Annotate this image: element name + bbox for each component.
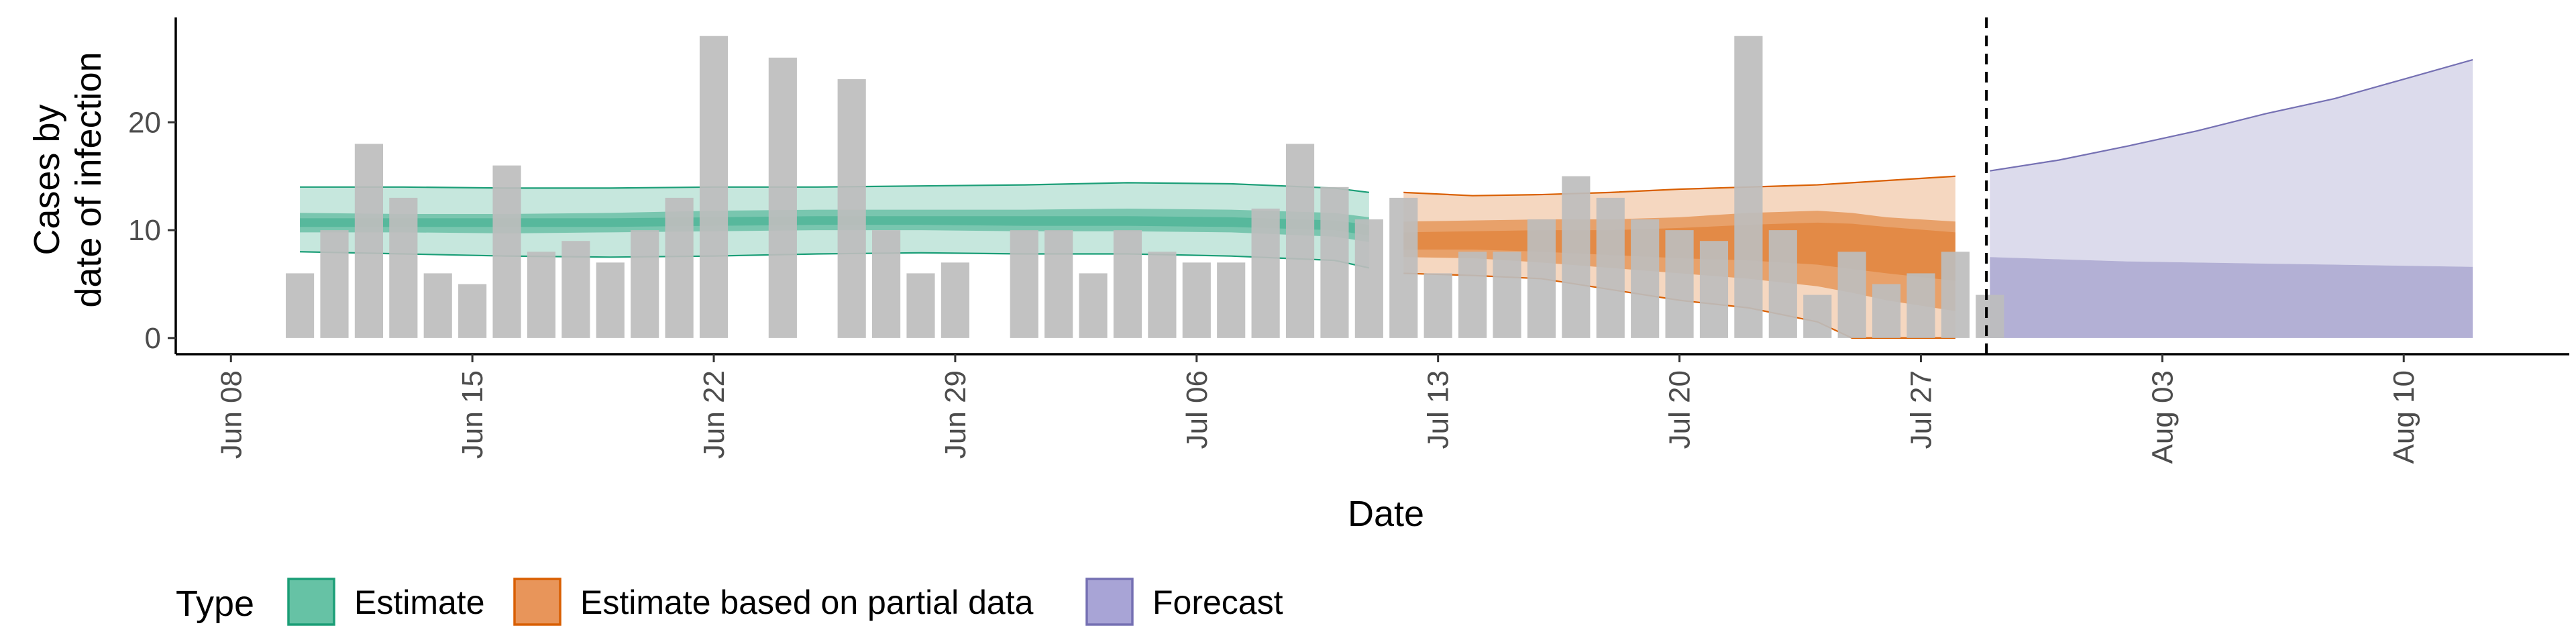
- x-tick-label: Jul 20: [1664, 370, 1697, 449]
- estimate-upper-line: [300, 182, 1369, 193]
- case-bar: [1251, 208, 1280, 338]
- case-bar: [1596, 197, 1625, 338]
- case-bar: [631, 230, 659, 338]
- forecast-band-lower: [1990, 257, 2473, 338]
- case-bar: [1768, 230, 1797, 338]
- y-tick-label: 20: [128, 106, 161, 139]
- legend: Type Estimate Estimate based on partial da…: [176, 578, 1283, 626]
- case-bar: [1631, 219, 1660, 338]
- case-bar: [837, 79, 866, 338]
- case-bar: [1493, 252, 1521, 338]
- case-bar: [492, 165, 521, 338]
- case-bar: [941, 262, 969, 338]
- case-bar: [561, 241, 590, 338]
- x-tick-label: Jun 29: [939, 370, 972, 459]
- case-bar: [1079, 273, 1108, 338]
- x-tick-label: Jul 27: [1904, 370, 1937, 449]
- case-bar: [1837, 252, 1866, 338]
- forecast-band-90: [1990, 60, 2473, 267]
- case-bar: [1320, 186, 1349, 338]
- y-tick-label: 0: [145, 322, 161, 355]
- case-bar: [1113, 230, 1142, 338]
- case-bar: [872, 230, 901, 338]
- x-tick-label: Jun 08: [215, 370, 248, 459]
- legend-label-forecast: Forecast: [1152, 584, 1283, 621]
- case-bar: [1976, 294, 2004, 338]
- case-bar: [1354, 219, 1383, 338]
- x-tick-label: Jul 13: [1422, 370, 1455, 449]
- case-bar: [1527, 219, 1556, 338]
- axes-layer: 0 10 20 Jun 08 Jun 15 Jun 22 Jun 29 Jul 06 Jul 1…: [27, 17, 2569, 534]
- case-bar: [1010, 230, 1038, 338]
- x-tick-label: Jun 15: [456, 370, 489, 459]
- estimate-band-50: [300, 208, 1369, 242]
- case-bar: [1217, 262, 1246, 338]
- case-bar: [1285, 144, 1315, 338]
- forecast-upper-line: [1990, 59, 2473, 172]
- observed-cases-bars-layer: [286, 36, 2004, 338]
- case-bar: [665, 197, 694, 338]
- legend-title: Type: [176, 584, 254, 624]
- case-bar: [320, 230, 349, 338]
- case-bar: [1182, 262, 1211, 338]
- case-bar: [1872, 284, 1901, 338]
- case-bar: [389, 197, 418, 338]
- x-tick-label: Aug 10: [2387, 370, 2420, 464]
- x-tick-label: Jun 22: [698, 370, 731, 459]
- case-bar: [1562, 176, 1591, 338]
- y-tick-label: 10: [128, 214, 161, 247]
- case-bar: [1665, 230, 1694, 338]
- case-bar: [1803, 294, 1832, 338]
- estimate-band-20: [300, 216, 1369, 236]
- legend-label-estimate-based-on-partial-data: Estimate based on partial data: [580, 584, 1034, 621]
- case-bar: [768, 57, 797, 338]
- case-bar: [354, 144, 383, 338]
- x-tick-label: Aug 03: [2146, 370, 2179, 464]
- case-bar: [1044, 230, 1073, 338]
- case-bar: [1907, 273, 1935, 338]
- case-bar: [1389, 197, 1418, 338]
- legend-label-estimate: Estimate: [354, 584, 485, 621]
- case-bar: [1424, 273, 1452, 338]
- case-bar: [699, 36, 729, 338]
- estimate-based-on-partial-data-upper-line: [1403, 175, 1955, 197]
- case-bar: [1941, 252, 1970, 338]
- case-bar: [596, 262, 625, 338]
- legend-key-estimate-based-on-partial-data: [513, 578, 561, 626]
- x-tick-label: Jul 06: [1181, 370, 1214, 449]
- x-axis-title: Date: [1348, 494, 1424, 534]
- case-bar: [423, 273, 452, 338]
- case-bar: [1458, 252, 1487, 338]
- uncertainty-bands-layer: [300, 59, 2473, 339]
- case-bar: [527, 252, 556, 338]
- case-bar: [906, 273, 935, 338]
- case-bar: [458, 284, 487, 338]
- case-bar: [1148, 252, 1177, 338]
- estimate-lower-line: [300, 251, 1370, 269]
- case-bar: [1734, 36, 1763, 338]
- legend-key-estimate: [287, 578, 335, 626]
- case-bar: [286, 273, 315, 338]
- y-axis-title-line: Cases by: [27, 104, 67, 255]
- y-axis-title-line: date of infection: [68, 52, 109, 307]
- case-bar: [1699, 241, 1729, 338]
- legend-key-forecast: [1085, 578, 1134, 626]
